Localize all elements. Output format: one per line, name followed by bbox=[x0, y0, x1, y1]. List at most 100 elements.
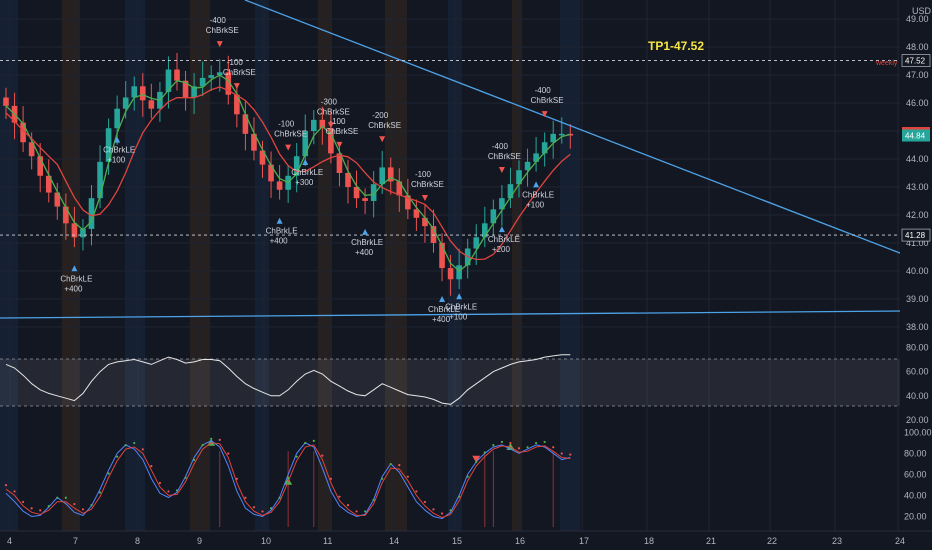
x-tick: 4 bbox=[7, 536, 12, 546]
y-tick: 47.00 bbox=[906, 70, 929, 80]
candle-body bbox=[225, 72, 232, 95]
candle bbox=[242, 101, 249, 151]
price-pane[interactable]: -400ChBrkSE-100ChBrkSE-100ChBrkSE-300ChB… bbox=[0, 0, 906, 324]
signal-label: ChBrkLE bbox=[266, 227, 298, 236]
candle bbox=[413, 199, 420, 231]
signal-label: ChBrkSE bbox=[488, 152, 521, 161]
price-axis[interactable]: USD 38.00 39.00 40.00 41.00 42.00 43.00 44.00 4… bbox=[900, 0, 932, 550]
signal-qty: +400 bbox=[270, 237, 289, 246]
stoch-dot bbox=[517, 447, 521, 450]
candle bbox=[131, 76, 138, 111]
stoch-dot bbox=[227, 452, 230, 455]
candle bbox=[302, 114, 309, 167]
stoch-dot bbox=[98, 491, 102, 494]
session-band bbox=[385, 0, 407, 531]
stoch-dot bbox=[346, 504, 350, 507]
stoch-dot bbox=[201, 444, 204, 447]
stoch-dot bbox=[22, 500, 25, 504]
candle bbox=[276, 164, 283, 200]
signal-qty: +300 bbox=[295, 178, 314, 187]
candle bbox=[80, 219, 86, 251]
candle-body bbox=[413, 209, 420, 218]
y-tick: 46.00 bbox=[906, 98, 929, 108]
signal-qty: +400 bbox=[64, 284, 83, 293]
candle-body bbox=[558, 133, 565, 136]
signal-label: ChBrkSE bbox=[411, 180, 444, 189]
short-arrow bbox=[379, 136, 386, 143]
price-tag-text: 47.52 bbox=[905, 57, 926, 66]
rsi-tick-labels: 20.00 40.00 60.00 80.00 bbox=[906, 342, 929, 425]
short-arrow bbox=[498, 167, 505, 173]
stoch-dot bbox=[47, 505, 50, 508]
candle-body bbox=[131, 86, 138, 98]
candle bbox=[473, 224, 480, 266]
candle-body bbox=[63, 206, 69, 224]
candle bbox=[516, 160, 522, 198]
candle bbox=[396, 168, 403, 212]
x-tick: 7 bbox=[73, 536, 78, 546]
candle-body bbox=[336, 153, 343, 173]
rsi-pane[interactable] bbox=[0, 354, 900, 407]
stoch-dot bbox=[261, 510, 264, 513]
stoch-dot bbox=[158, 481, 161, 485]
signal-qty: +200 bbox=[492, 245, 511, 254]
stoch-dot bbox=[552, 446, 555, 449]
signal-label: ChBrkLE bbox=[351, 238, 383, 247]
x-tick: 17 bbox=[579, 536, 589, 546]
signal-long: ChBrkLE+100 bbox=[445, 293, 477, 321]
short-arrow bbox=[421, 194, 428, 201]
candle bbox=[345, 159, 351, 204]
stoch-dot bbox=[218, 438, 221, 441]
signal-qty: -400 bbox=[492, 142, 509, 151]
candle-body bbox=[362, 198, 368, 201]
signal-label: ChBrkSE bbox=[223, 68, 256, 77]
candle-body bbox=[37, 156, 43, 176]
signal-label: ChBrkLE bbox=[60, 274, 92, 283]
candle-body bbox=[293, 156, 300, 176]
candle-body bbox=[345, 173, 351, 187]
time-axis[interactable]: 4 7 8 9 10 11 14 15 16 17 18 21 22 23 24 bbox=[0, 530, 932, 546]
rsi-tick: 40.00 bbox=[906, 391, 929, 401]
stoch-dot bbox=[184, 476, 187, 479]
signal-qty: +400 bbox=[355, 248, 374, 257]
stoch-dot bbox=[329, 477, 332, 480]
candle bbox=[71, 206, 78, 248]
stoch-dot bbox=[526, 446, 529, 449]
signal-long: ChBrkLE+200 bbox=[488, 226, 520, 254]
stoch-dot bbox=[90, 504, 93, 507]
y-tick: 40.00 bbox=[906, 266, 929, 276]
stoch-dot bbox=[4, 484, 8, 487]
candle-body bbox=[114, 108, 120, 129]
candle-body bbox=[122, 97, 129, 109]
signal-qty: -400 bbox=[535, 86, 552, 95]
price-tag-bg bbox=[901, 228, 931, 242]
session-band bbox=[125, 0, 145, 531]
short-arrow bbox=[327, 122, 334, 129]
stoch-dot bbox=[73, 502, 76, 506]
y-tick: 41.00 bbox=[906, 238, 929, 248]
short-arrow bbox=[285, 144, 292, 151]
candle-body bbox=[208, 75, 214, 78]
candle-body bbox=[396, 181, 403, 196]
candle-body bbox=[516, 170, 522, 185]
ma-slow-line bbox=[5, 86, 571, 261]
candle-body bbox=[490, 209, 497, 224]
price-tag: 44.84 bbox=[902, 129, 930, 142]
candle-body bbox=[182, 80, 189, 98]
candle bbox=[328, 111, 334, 164]
stochastic-pane[interactable] bbox=[4, 437, 572, 527]
stoch-dot bbox=[30, 507, 33, 510]
candle-body bbox=[387, 167, 394, 182]
signal-qty: +400 bbox=[432, 315, 451, 324]
stoch-dot bbox=[167, 490, 170, 493]
session-band bbox=[512, 0, 522, 531]
stoch-dot bbox=[295, 455, 298, 458]
stoch-dot bbox=[235, 477, 238, 480]
rsi-line bbox=[5, 354, 571, 405]
stoch-dot bbox=[124, 444, 127, 447]
